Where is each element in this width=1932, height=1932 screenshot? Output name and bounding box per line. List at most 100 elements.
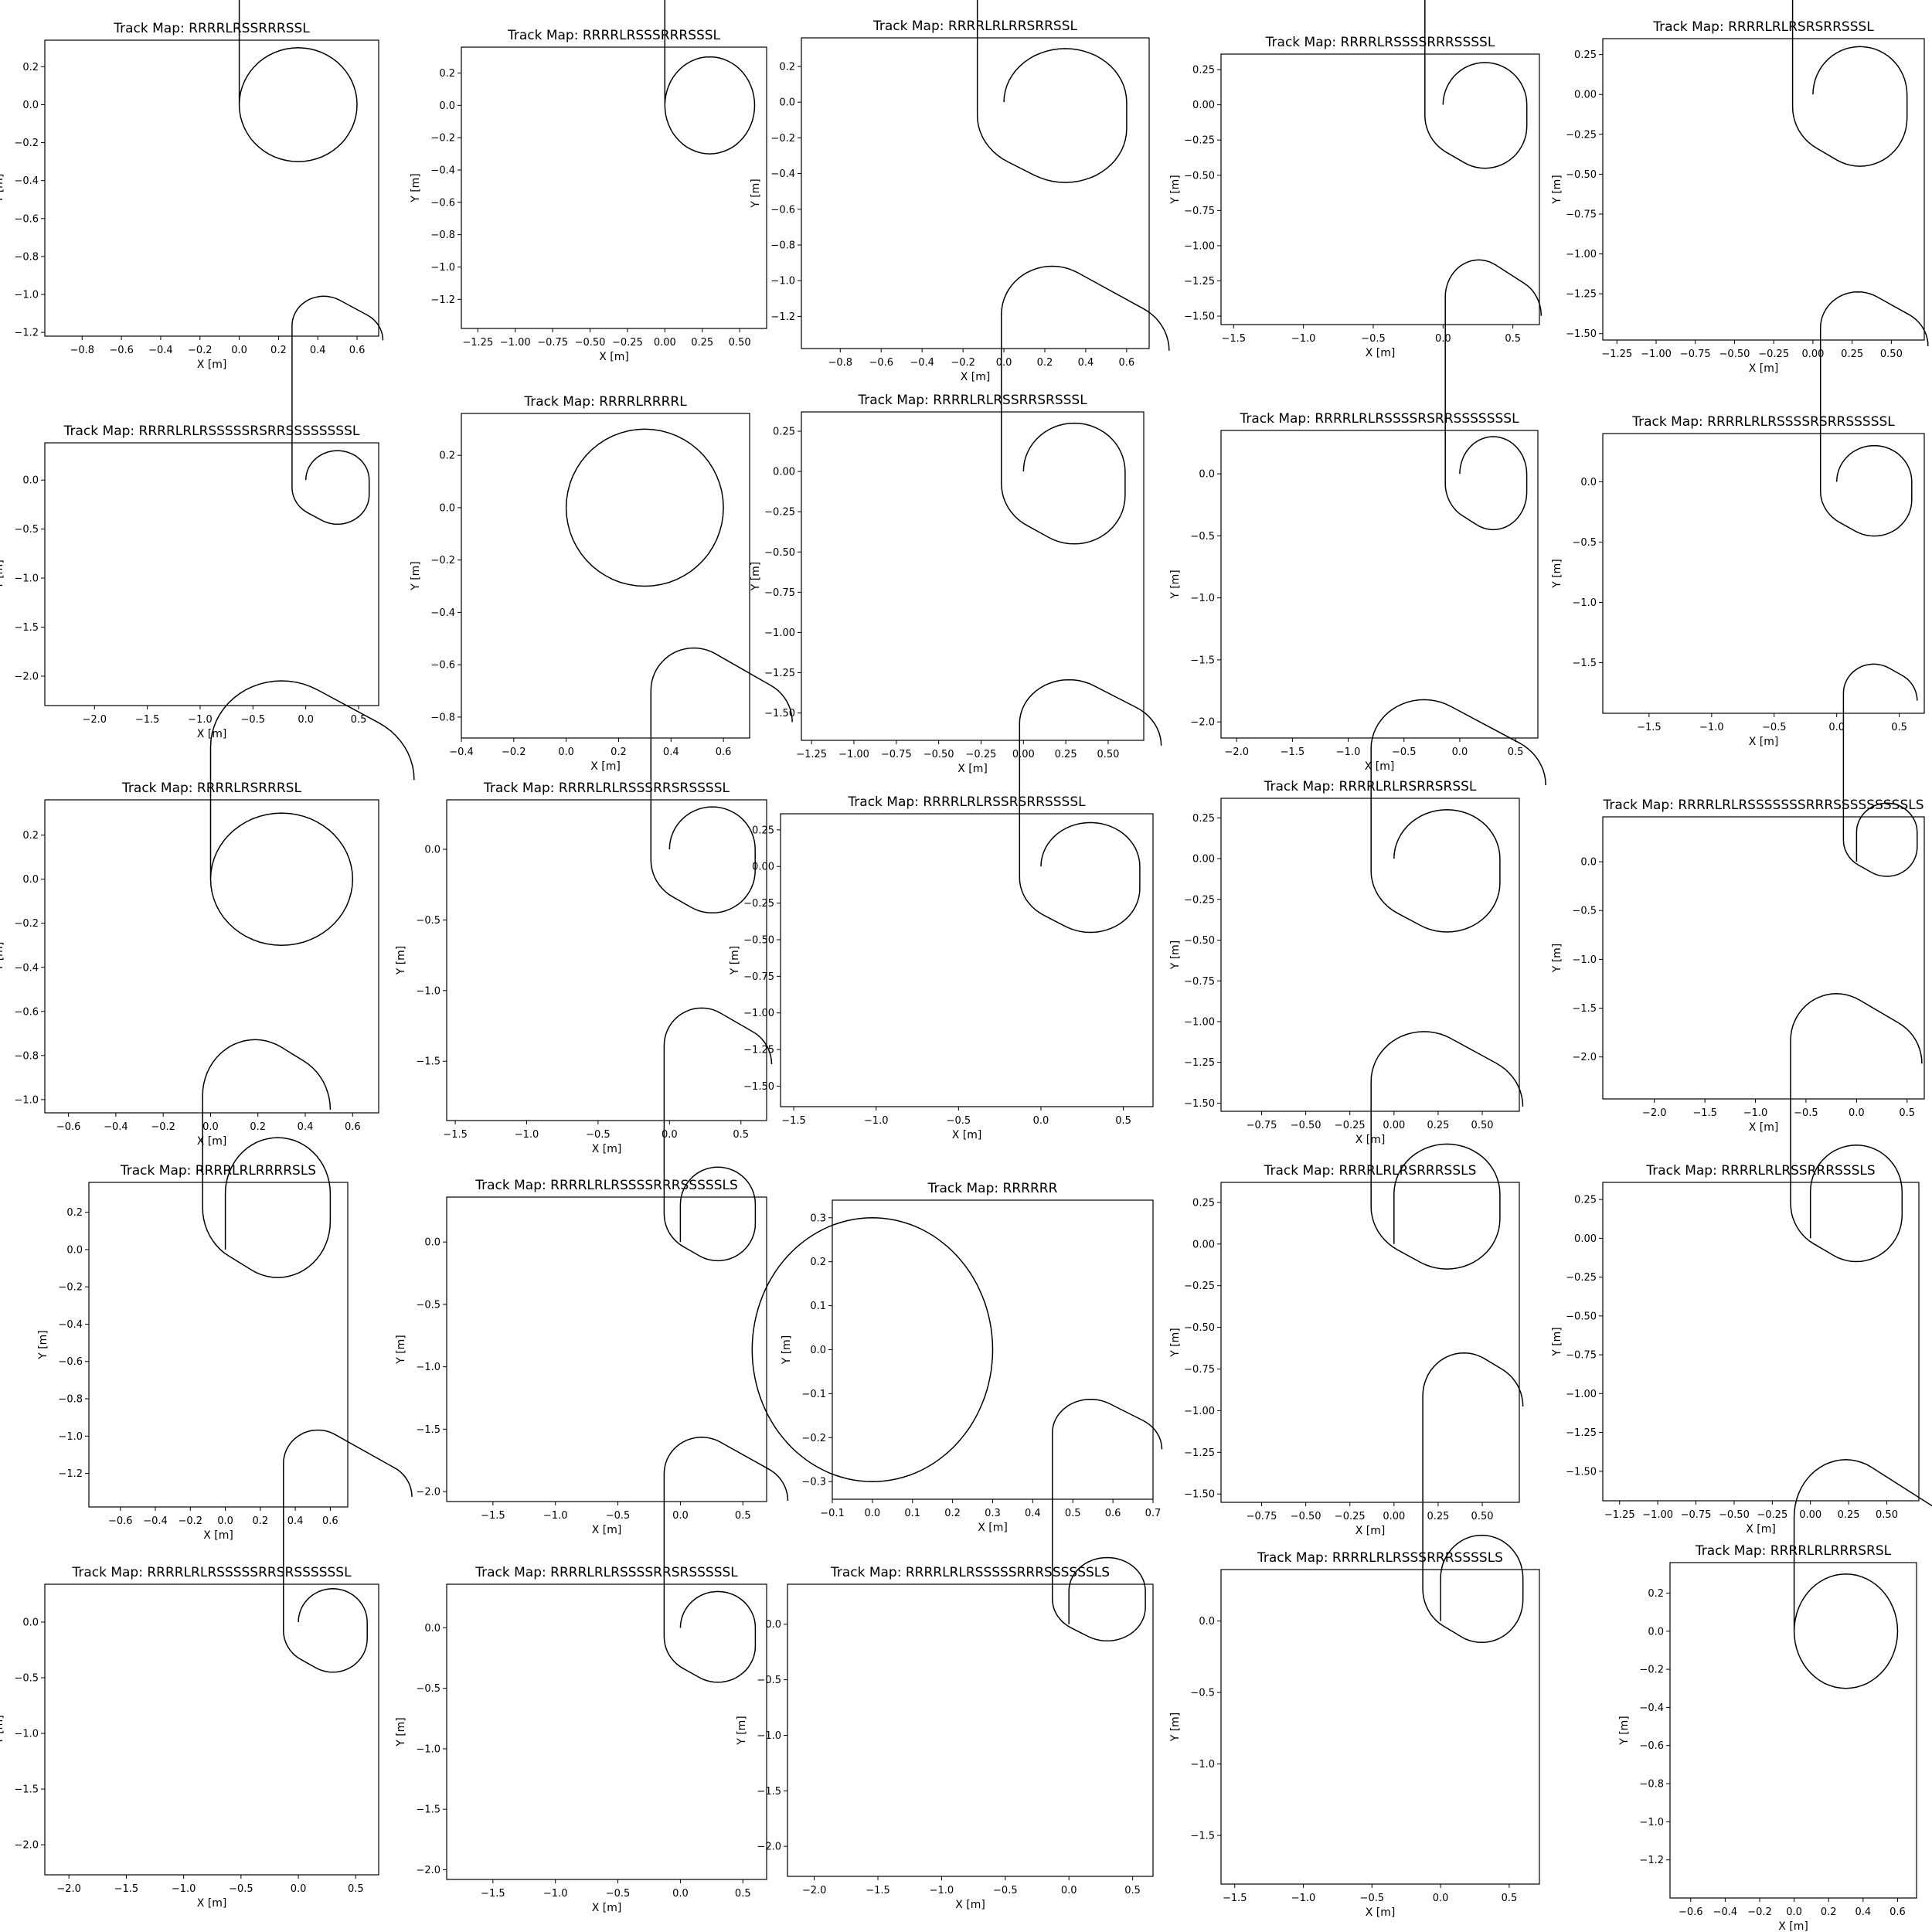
y-tick-label: 0.00	[773, 467, 795, 478]
y-tick-label: −0.6	[430, 197, 455, 209]
plot-frame	[446, 799, 767, 1121]
track-map-chart-13: Track Map: RRRRLRLRSSRSRRSSSSL −1.5 −1.0 −0…	[729, 679, 1162, 1141]
track-map-chart-22: Track Map: RRRRLRLRSSSSRRSRSSSSSL −1.5 −1.…	[395, 1437, 789, 1914]
x-tick-label: −1.0	[864, 1115, 889, 1127]
track-line	[283, 1429, 413, 1673]
track-line	[663, 1007, 773, 1262]
chart-title: Track Map: RRRRLRSRRRSL	[121, 781, 301, 796]
x-tick-label: −1.25	[1601, 349, 1632, 360]
x-tick-label: −0.75	[1247, 1120, 1277, 1131]
x-tick-label: −1.25	[462, 337, 493, 349]
y-tick-label: 0.25	[1574, 49, 1597, 61]
y-tick-label: −1.00	[1566, 1389, 1597, 1400]
chart-title: Track Map: RRRRLRLRRRSRSL	[1695, 1543, 1892, 1559]
y-tick-label: 0.25	[1192, 813, 1215, 825]
y-axis-label: Y [m]	[0, 942, 5, 972]
track-line	[1052, 1398, 1163, 1642]
y-tick-label: 0.00	[1574, 90, 1597, 101]
x-tick-label: 0.4	[663, 747, 679, 758]
y-tick-label: 0.0	[439, 100, 455, 112]
plot-frame	[44, 442, 379, 706]
x-tick-label: −0.6	[108, 1515, 133, 1527]
track-map-chart-8: Track Map: RRRRLRLRSSRRSRSSSL−1.25 −1.00−…	[750, 265, 1170, 775]
y-tick-label: −2.0	[1190, 717, 1215, 729]
y-tick-label: −2.0	[416, 1865, 440, 1876]
track-map-chart-1: Track Map: RRRRLRSSRRRSSL −0.8 −0.6 −0.4 −0.…	[0, 0, 379, 371]
x-tick-label: 0.5	[348, 1883, 364, 1895]
x-tick-label: 0.00	[1012, 749, 1035, 760]
y-axis-label: Y [m]	[736, 1716, 748, 1746]
x-tick-label: −0.5	[241, 714, 266, 726]
x-tick-label: 0.0	[291, 1883, 307, 1895]
y-tick-label: −1.5	[416, 1804, 440, 1816]
chart-title: Track Map: RRRRLRLRSSRRSRSSSL	[857, 393, 1087, 408]
plot-frame	[801, 411, 1145, 741]
track-map-chart-23: Track Map: RRRRLRLRSSSSSRRRSSSSSSLS −2.0 −…	[736, 1398, 1163, 1911]
x-tick-label: 0.2	[250, 1121, 266, 1133]
y-tick-label: −0.2	[770, 133, 795, 145]
y-tick-label: −0.6	[14, 213, 39, 225]
y-tick-label: −0.4	[58, 1319, 83, 1331]
chart-title: Track Map: RRRRRR	[927, 1181, 1058, 1196]
x-tick-label: −0.5	[606, 1888, 631, 1900]
track-line	[291, 295, 384, 526]
track-map-chart-24: Track Map: RRRRLRLRSSSRRRSSSSLS −1.5 −1.0 −…	[1169, 1352, 1540, 1919]
y-axis-label: Y [m]	[781, 1335, 793, 1366]
y-tick-label: −0.2	[430, 555, 455, 566]
y-tick-label: 0.00	[1192, 1239, 1215, 1250]
y-tick-label: −1.25	[1566, 1427, 1597, 1439]
y-tick-label: 0.0	[22, 874, 39, 886]
x-tick-label: −0.5	[1361, 333, 1386, 345]
track-map-chart-10: Track Map: RRRRLRLRSSSSRSRRSSSSSL −1.5 −1.…	[1551, 291, 1929, 748]
y-tick-label: −0.75	[1184, 206, 1215, 217]
x-tick-label: −1.5	[1692, 1107, 1717, 1119]
x-tick-label: −0.25	[966, 749, 997, 760]
y-axis-label: Y [m]	[37, 1330, 49, 1360]
x-tick-label: −1.0	[1336, 747, 1361, 758]
y-tick-label: −1.0	[1639, 1817, 1664, 1828]
plot-frame	[780, 813, 1154, 1107]
x-tick-label: 0.4	[1078, 357, 1094, 369]
y-tick-label: 0.2	[1648, 1588, 1664, 1600]
x-tick-label: −2.0	[802, 1885, 827, 1896]
y-tick-label: 0.25	[1574, 1195, 1597, 1206]
x-tick-label: 0.2	[611, 747, 627, 758]
x-axis-label: X [m]	[957, 763, 988, 775]
y-tick-label: −0.5	[14, 524, 39, 536]
x-tick-label: −0.75	[1681, 1509, 1712, 1521]
y-tick-label: −0.25	[1566, 1272, 1597, 1284]
x-axis-label: X [m]	[592, 1524, 622, 1536]
plot-frame	[446, 1196, 767, 1502]
y-tick-label: −0.2	[14, 918, 39, 930]
x-tick-label: −1.0	[515, 1129, 539, 1141]
y-axis-label: Y [m]	[1169, 175, 1182, 205]
track-map-chart-12: Track Map: RRRRLRLRSSSRRSRSSSSL −1.5 −1.0 −…	[395, 647, 793, 1155]
plot-frame	[1220, 430, 1539, 739]
y-axis-label: Y [m]	[1551, 559, 1563, 589]
track-map-chart-16: Track Map: RRRRLRLRRRRSLS −0.6 −0.4 −0.2 0.0…	[37, 1039, 349, 1542]
x-axis-label: X [m]	[197, 1135, 227, 1148]
x-tick-label: 0.50	[1880, 349, 1903, 360]
track-map-chart-9: Track Map: RRRRLRLRSSSSRSRRSSSSSSSL −2.0 −…	[1169, 259, 1543, 773]
track-line	[663, 1437, 789, 1683]
x-tick-label: −1.5	[481, 1888, 505, 1900]
x-tick-label: 0.5	[351, 714, 367, 726]
y-tick-label: −1.0	[1572, 597, 1597, 609]
y-tick-label: −1.0	[14, 289, 39, 301]
x-axis-label: X [m]	[197, 1897, 227, 1910]
x-tick-label: −2.0	[1224, 747, 1249, 758]
x-tick-label: 0.2	[270, 345, 287, 356]
x-tick-label: −0.6	[869, 357, 893, 369]
track-map-chart-15: Track Map: RRRRLRLRSSSSSSSRRRSSSSSSSSSLS…	[1551, 663, 1925, 1134]
x-tick-label: −1.5	[443, 1129, 468, 1141]
x-tick-label: −1.0	[1291, 1893, 1316, 1904]
chart-title: Track Map: RRRRLRLRSSSSRSRRSSSSSSSL	[1239, 411, 1519, 427]
y-tick-label: −0.75	[1184, 976, 1215, 988]
x-tick-label: −0.4	[143, 1515, 168, 1527]
x-tick-label: −1.5	[866, 1885, 890, 1896]
y-tick-label: 0.0	[424, 844, 440, 855]
y-tick-label: −0.2	[14, 138, 39, 149]
y-tick-label: 0.0	[424, 1623, 440, 1634]
track-line	[751, 1217, 994, 1482]
chart-title: Track Map: RRRRLRLRSSRSRRSSSSL	[847, 794, 1086, 810]
